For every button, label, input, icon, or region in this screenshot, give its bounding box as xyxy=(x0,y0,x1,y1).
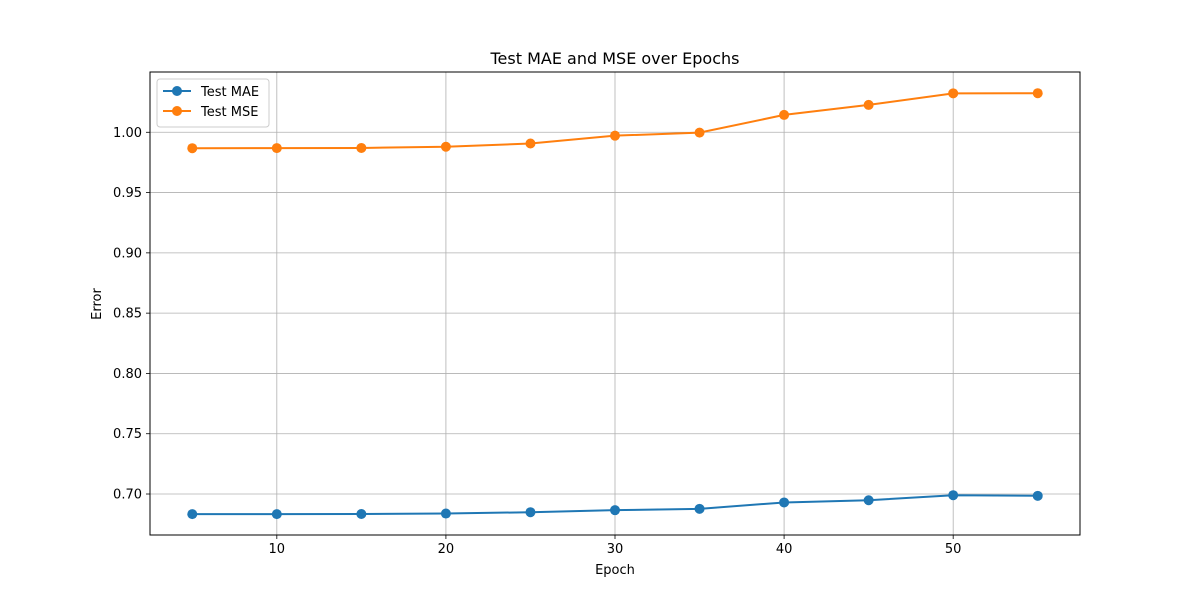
y-tick-label: 0.90 xyxy=(113,246,142,261)
legend-marker-mae xyxy=(172,86,182,96)
y-tick-label: 1.00 xyxy=(113,126,142,141)
x-axis-label: Epoch xyxy=(595,563,635,578)
data-point-test-mse xyxy=(610,130,620,141)
data-point-test-mae xyxy=(525,507,536,518)
data-point-test-mse xyxy=(863,99,874,110)
data-point-test-mse xyxy=(356,142,367,153)
x-tick-label: 40 xyxy=(776,542,793,557)
data-point-test-mae xyxy=(187,509,198,520)
legend-label-mse: Test MSE xyxy=(200,105,258,120)
y-tick-label: 0.85 xyxy=(113,307,142,322)
data-point-test-mse xyxy=(694,127,705,138)
legend: Test MAE Test MSE xyxy=(156,78,270,128)
chart-title: Test MAE and MSE over Epochs xyxy=(490,49,740,68)
y-tick-label: 0.80 xyxy=(113,367,142,382)
data-point-test-mse xyxy=(1032,88,1043,99)
series-layer xyxy=(187,88,1043,520)
data-point-test-mae xyxy=(440,508,451,519)
data-point-test-mse xyxy=(779,109,790,120)
legend-label-mae: Test MAE xyxy=(200,85,259,100)
y-tick-label: 0.75 xyxy=(113,427,142,442)
data-point-test-mae xyxy=(948,490,959,501)
y-tick-label: 0.95 xyxy=(113,186,142,201)
x-tick-label: 50 xyxy=(945,542,962,557)
data-point-test-mse xyxy=(525,138,536,149)
data-point-test-mse xyxy=(271,143,282,154)
data-point-test-mae xyxy=(1032,490,1043,501)
y-axis-label: Error xyxy=(90,288,105,320)
data-point-test-mse xyxy=(440,141,451,152)
data-point-test-mae xyxy=(610,505,620,516)
y-tick-label: 0.70 xyxy=(113,488,142,503)
x-tick-label: 30 xyxy=(607,542,624,557)
data-point-test-mse xyxy=(948,88,959,99)
y-axis: 0.70 0.75 0.80 0.85 0.90 0.95 1.00 xyxy=(113,126,150,503)
x-tick-label: 20 xyxy=(438,542,455,557)
data-point-test-mae xyxy=(694,503,705,514)
x-tick-label: 10 xyxy=(269,542,286,557)
data-point-test-mae xyxy=(356,509,367,520)
data-point-test-mse xyxy=(187,143,198,154)
data-point-test-mae xyxy=(779,497,790,508)
x-axis: 10 20 30 40 50 xyxy=(269,535,962,557)
data-point-test-mae xyxy=(863,495,874,506)
grid-layer xyxy=(150,72,1080,535)
legend-marker-mse xyxy=(172,106,182,116)
data-point-test-mae xyxy=(271,509,282,520)
